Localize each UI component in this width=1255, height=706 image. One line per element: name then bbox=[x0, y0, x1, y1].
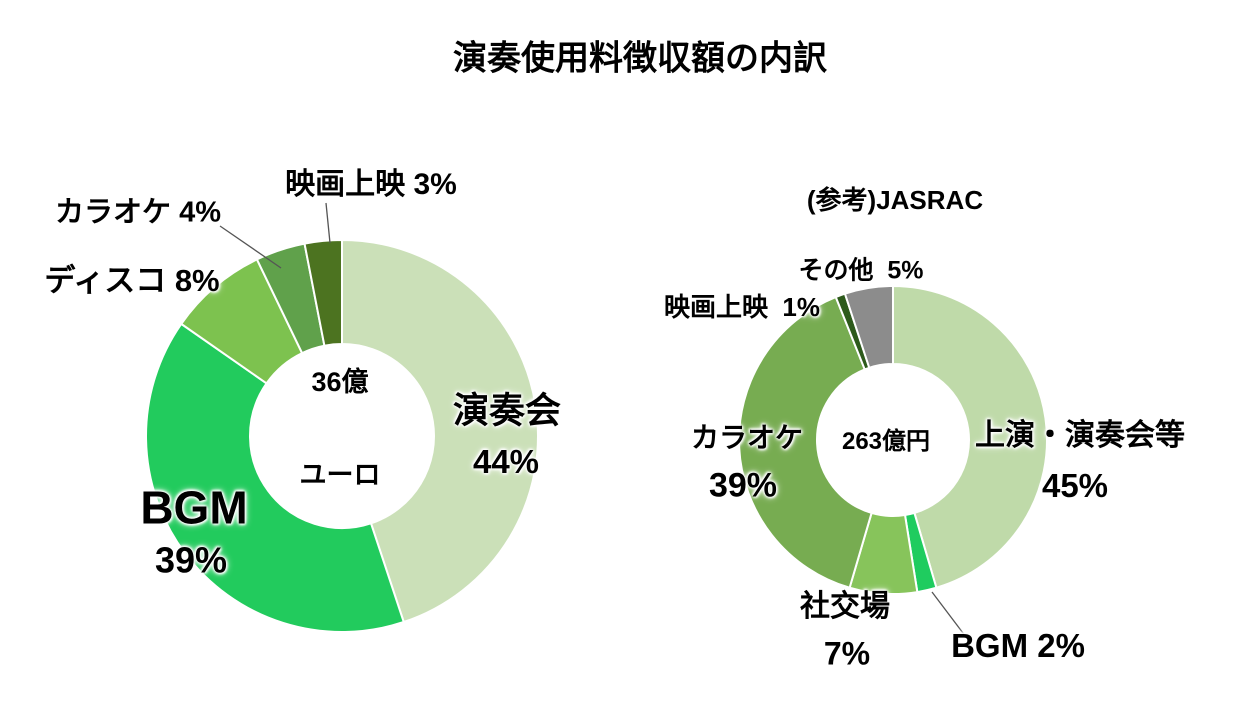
center-text-europe-line1: 36億 bbox=[311, 366, 369, 397]
label-ensokai-name: 演奏会 bbox=[452, 389, 562, 431]
donut-slice-jouen bbox=[892, 284, 1048, 590]
center-text-europe: 36億 ユーロ bbox=[300, 305, 381, 553]
label-jouen-name: 上演・演奏会等 bbox=[975, 418, 1185, 452]
label-bgm-right: BGM 2% bbox=[951, 627, 1085, 665]
label-eiga-right: 映画上映 1% bbox=[663, 292, 821, 323]
label-karaoke-name-right: カラオケ bbox=[690, 421, 804, 453]
label-karaoke-left: カラオケ 4% bbox=[55, 196, 221, 229]
donut-slice-ensokai bbox=[341, 238, 539, 624]
label-karaoke-pct-right: 39% bbox=[708, 466, 778, 505]
donut-chart-europe bbox=[145, 238, 539, 633]
center-text-jasrac: 263億円 bbox=[841, 428, 931, 456]
label-bgm-pct-left: 39% bbox=[154, 539, 228, 581]
label-sonota-right: その他 5% bbox=[798, 256, 924, 285]
label-bgm-name-left: BGM bbox=[140, 481, 248, 534]
label-jouen-pct: 45% bbox=[1041, 467, 1109, 505]
donut-slice-bgm bbox=[145, 322, 406, 633]
label-shakoba-pct: 7% bbox=[823, 635, 871, 672]
page-title: 演奏使用料徴収額の内訳 bbox=[453, 39, 827, 78]
donut-chart-jasrac bbox=[738, 284, 1048, 595]
donut-slice-eiga bbox=[303, 238, 343, 347]
label-disco-left: ディスコ 8% bbox=[44, 263, 220, 299]
label-eiga-left: 映画上映 3% bbox=[285, 167, 457, 201]
center-text-europe-line2: ユーロ bbox=[299, 460, 381, 491]
label-ensokai-pct: 44% bbox=[472, 443, 540, 481]
label-shakoba-name: 社交場 bbox=[800, 589, 890, 623]
subchart-title-jasrac: (参考)JASRAC bbox=[806, 185, 984, 216]
donut-slice-sonota bbox=[843, 284, 894, 370]
donut-slice-karaoke bbox=[738, 295, 873, 590]
